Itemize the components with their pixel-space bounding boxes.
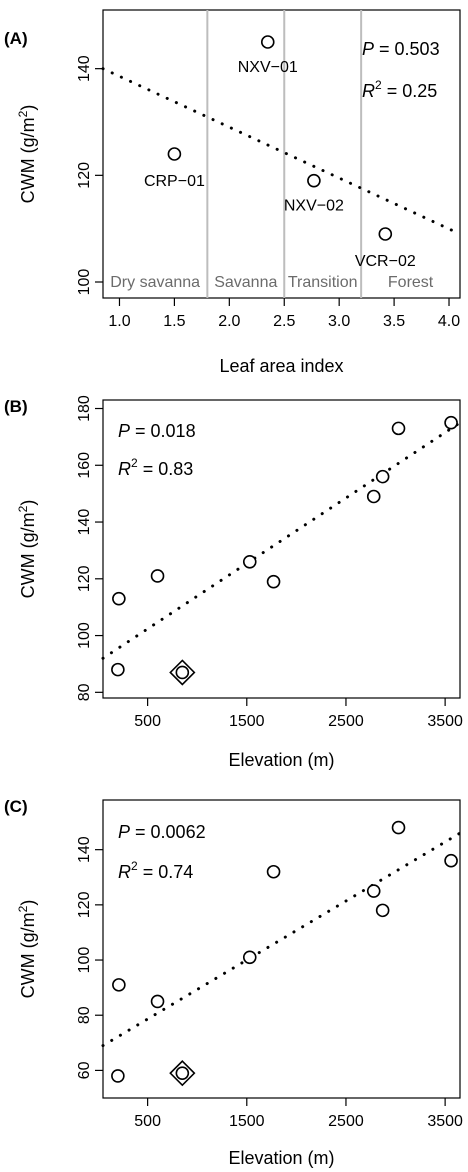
- data-point: [444, 415, 458, 430]
- data-point: [111, 662, 125, 677]
- y-tick-label: 180: [76, 395, 93, 422]
- p-value: P = 0.0062: [118, 822, 206, 842]
- point-label: NXV−01: [238, 59, 298, 76]
- zone-label: Forest: [388, 274, 434, 291]
- data-point: [175, 1066, 190, 1080]
- y-tick-label: 120: [76, 891, 93, 918]
- data-point: [167, 147, 182, 161]
- x-tick-label: 3.5: [383, 313, 405, 330]
- y-axis-label: CWM (g/m2): [16, 500, 38, 599]
- y-tick-label: 80: [76, 1006, 93, 1024]
- point-label: VCR−02: [355, 253, 416, 270]
- data-point: [260, 35, 275, 49]
- data-point: [378, 227, 393, 241]
- data-point: [444, 853, 458, 868]
- data-point: [391, 421, 406, 436]
- plot-frame: [102, 799, 461, 1099]
- data-point: [150, 994, 165, 1009]
- x-tick-label: 2500: [328, 1113, 364, 1130]
- y-tick-label: 100: [76, 947, 93, 974]
- r-squared: R2 = 0.25: [362, 78, 437, 101]
- p-value: P = 0.503: [362, 39, 440, 59]
- y-tick-label: 140: [76, 836, 93, 863]
- y-tick-label: 100: [76, 622, 93, 649]
- x-tick-label: 3500: [427, 713, 463, 730]
- x-tick-label: 500: [134, 713, 161, 730]
- plot-frame: [102, 399, 461, 699]
- y-axis-label: CWM (g/m2): [16, 900, 38, 999]
- fit-line: [101, 421, 462, 660]
- point-label: CRP−01: [144, 173, 205, 190]
- zone-label: Transition: [288, 274, 358, 291]
- zone-label: Dry savanna: [110, 274, 200, 291]
- fit-line: [101, 831, 462, 1048]
- y-axis-label: CWM (g/m2): [16, 105, 38, 204]
- data-point: [375, 903, 390, 918]
- data-point: [266, 864, 281, 879]
- y-tick-label: 120: [76, 162, 93, 189]
- panel-label: (B): [4, 397, 28, 416]
- x-tick-label: 2.5: [273, 313, 295, 330]
- x-tick-label: 4.0: [438, 313, 460, 330]
- x-tick-label: 1500: [229, 713, 265, 730]
- y-tick-label: 100: [76, 269, 93, 296]
- x-axis-label: Elevation (m): [228, 750, 334, 770]
- x-tick-label: 3500: [427, 1113, 463, 1130]
- p-value: P = 0.018: [118, 421, 196, 441]
- panel-a: Dry savanna Savanna Transition Forest 1.0 1.5…: [4, 9, 462, 376]
- data-point: [112, 591, 126, 606]
- data-point: [150, 569, 165, 583]
- data-point: [111, 1069, 125, 1083]
- data-point: [242, 950, 257, 965]
- data-point: [391, 820, 406, 835]
- x-tick-label: 1.5: [163, 313, 185, 330]
- y-tick-label: 80: [76, 683, 93, 701]
- r-squared: R2 = 0.74: [118, 859, 193, 882]
- x-tick-label: 2500: [328, 713, 364, 730]
- panel-b: 500 1500 2500 3500 80 100 120 140 160 180 Elevatio…: [4, 395, 463, 770]
- panel-label: (C): [4, 797, 28, 816]
- data-point: [366, 489, 381, 504]
- y-tick-label: 120: [76, 565, 93, 592]
- highlight-diamond: [169, 1060, 196, 1087]
- plot-frame: [102, 9, 461, 299]
- point-label: NXV−02: [284, 198, 344, 215]
- data-point: [366, 884, 381, 898]
- x-tick-label: 2.0: [218, 313, 240, 330]
- data-point: [175, 665, 190, 680]
- y-tick-label: 160: [76, 452, 93, 479]
- highlight-diamond: [169, 659, 196, 686]
- x-tick-label: 1500: [229, 1113, 265, 1130]
- x-tick-label: 500: [134, 1113, 161, 1130]
- x-axis-label: Elevation (m): [228, 1148, 334, 1168]
- x-tick-label: 3.0: [328, 313, 350, 330]
- zone-label: Savanna: [214, 274, 277, 291]
- x-axis-label: Leaf area index: [219, 356, 343, 376]
- y-tick-label: 60: [76, 1061, 93, 1079]
- data-point: [242, 554, 257, 569]
- y-tick-label: 140: [76, 509, 93, 536]
- data-point: [375, 469, 390, 484]
- data-point: [307, 173, 321, 188]
- panel-c: 500 1500 2500 3500 60 80 100 120 140 Elevation (m…: [4, 797, 463, 1168]
- data-point: [112, 978, 126, 992]
- data-point: [266, 574, 281, 589]
- r-squared: R2 = 0.83: [118, 456, 193, 479]
- y-tick-label: 140: [76, 55, 93, 82]
- x-tick-label: 1.0: [108, 313, 130, 330]
- panel-label: (A): [4, 29, 28, 48]
